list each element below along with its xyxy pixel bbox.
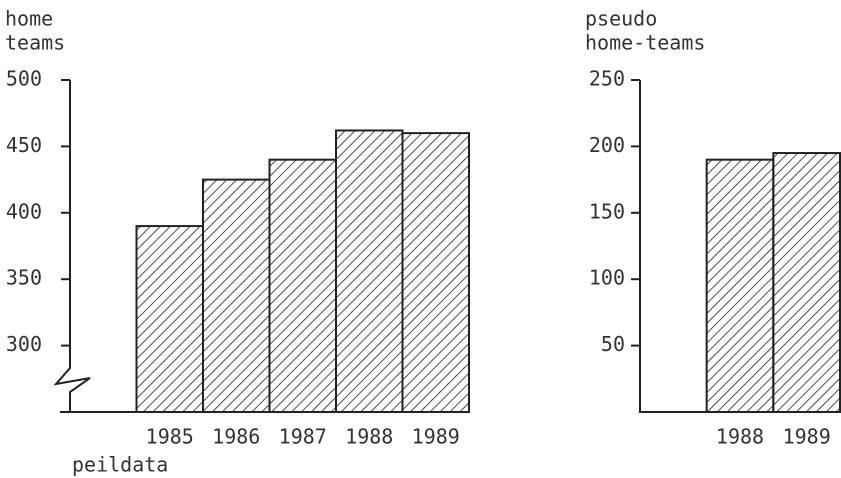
- y-tick-label: 400: [6, 199, 42, 223]
- x-axis-title: peildata: [72, 453, 168, 477]
- y-tick-label: 200: [589, 133, 625, 157]
- x-tick-label: 1989: [412, 425, 460, 449]
- y-tick-label: 250: [589, 67, 625, 91]
- y-tick-label: 50: [601, 332, 625, 356]
- y-axis-title: home-teams: [585, 31, 705, 55]
- y-axis-title: pseudo: [585, 7, 657, 31]
- x-tick-label: 1988: [716, 425, 764, 449]
- y-axis-title: teams: [5, 31, 65, 55]
- bar: [335, 129, 404, 414]
- bar: [202, 178, 271, 413]
- y-tick-label: 100: [589, 266, 625, 290]
- y-tick-label: 350: [6, 266, 42, 290]
- bar: [772, 152, 841, 413]
- bar: [705, 158, 775, 413]
- x-tick-label: 1985: [146, 425, 194, 449]
- y-tick-label: 450: [6, 133, 42, 157]
- x-tick-label: 1988: [345, 425, 393, 449]
- bar: [268, 158, 337, 413]
- y-axis-title: home: [5, 7, 53, 31]
- x-tick-label: 1989: [783, 425, 831, 449]
- x-tick-label: 1987: [279, 425, 327, 449]
- y-tick-label: 500: [6, 67, 42, 91]
- bar: [135, 225, 204, 413]
- y-tick-label: 300: [6, 332, 42, 356]
- y-tick-label: 150: [589, 199, 625, 223]
- y-axis: [53, 80, 91, 412]
- x-tick-label: 1986: [212, 425, 260, 449]
- bar: [401, 132, 470, 413]
